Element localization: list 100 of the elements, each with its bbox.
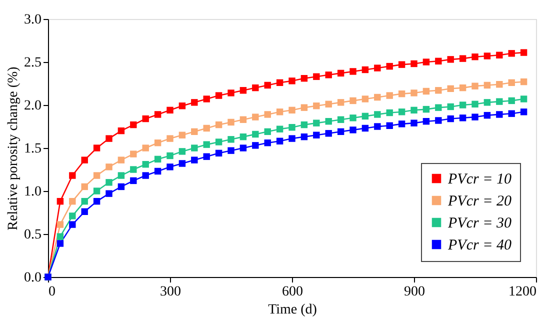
point <box>276 138 284 144</box>
point <box>191 128 198 136</box>
point <box>374 64 381 72</box>
x-tick-label: 1200 <box>508 284 536 300</box>
point <box>69 212 76 220</box>
point <box>447 56 454 63</box>
point <box>459 102 466 108</box>
point <box>191 144 198 152</box>
point <box>300 74 308 82</box>
point <box>350 68 356 75</box>
x-tick-label: 900 <box>404 284 425 300</box>
point <box>496 52 503 58</box>
point <box>496 111 503 118</box>
point <box>386 109 393 116</box>
point <box>118 172 125 179</box>
point <box>142 144 149 152</box>
point <box>435 58 442 64</box>
point <box>228 147 234 154</box>
point <box>459 55 466 62</box>
point <box>508 50 515 57</box>
point <box>81 183 88 190</box>
point <box>240 144 247 152</box>
point <box>300 104 308 111</box>
point <box>337 116 344 123</box>
y-tick-label: 2.5 <box>24 56 42 70</box>
point <box>56 240 64 247</box>
point <box>166 152 174 160</box>
point <box>362 112 369 120</box>
point <box>447 115 454 122</box>
point <box>118 127 125 134</box>
point <box>142 172 149 179</box>
point <box>228 118 234 126</box>
point <box>142 115 149 122</box>
point <box>130 121 137 128</box>
point <box>264 82 271 89</box>
point <box>203 141 210 148</box>
point <box>130 166 137 173</box>
point <box>178 160 186 167</box>
point <box>166 106 174 114</box>
point <box>325 100 332 108</box>
point <box>56 198 64 205</box>
point <box>252 114 259 120</box>
point <box>398 108 406 116</box>
point <box>386 92 393 99</box>
point <box>276 126 284 132</box>
point <box>106 179 112 186</box>
point <box>69 221 76 228</box>
point <box>435 104 442 111</box>
point <box>69 172 76 179</box>
point <box>56 221 64 228</box>
x-axis-title: Time (d) <box>268 302 318 318</box>
point <box>496 81 503 88</box>
point <box>130 177 137 184</box>
point <box>288 106 296 114</box>
point <box>435 87 442 94</box>
y-axis-title: Relative porosity change (%) <box>6 66 21 230</box>
point <box>325 72 332 78</box>
point <box>118 156 125 164</box>
point <box>93 172 100 179</box>
point <box>93 144 100 152</box>
point <box>386 122 393 129</box>
point <box>56 233 64 240</box>
point <box>166 135 174 142</box>
point <box>422 118 430 125</box>
point <box>459 84 466 92</box>
point <box>191 156 198 164</box>
point <box>386 62 393 70</box>
point <box>154 156 162 163</box>
point <box>410 120 418 126</box>
point <box>313 120 320 126</box>
point <box>350 126 356 134</box>
point <box>166 164 174 170</box>
point <box>410 90 418 96</box>
point <box>93 198 100 205</box>
point <box>191 99 198 106</box>
point <box>106 164 112 170</box>
point <box>313 73 320 80</box>
x-tick-label: 300 <box>160 284 181 300</box>
point <box>374 111 381 118</box>
point <box>81 198 88 205</box>
point <box>240 133 247 140</box>
point <box>228 136 234 143</box>
point <box>374 123 381 130</box>
point <box>508 79 515 86</box>
point <box>472 53 478 60</box>
point <box>484 112 491 119</box>
x-tick-label: 0 <box>48 284 56 300</box>
point <box>203 124 210 132</box>
point <box>154 168 162 175</box>
point <box>154 111 162 118</box>
point <box>410 106 418 114</box>
point <box>215 138 222 146</box>
point <box>215 121 222 128</box>
y-tick-label: 0.0 <box>24 270 42 286</box>
point <box>300 121 308 128</box>
point <box>81 156 88 164</box>
point <box>520 108 528 116</box>
point <box>374 94 381 101</box>
point <box>215 92 222 99</box>
point <box>276 108 284 116</box>
